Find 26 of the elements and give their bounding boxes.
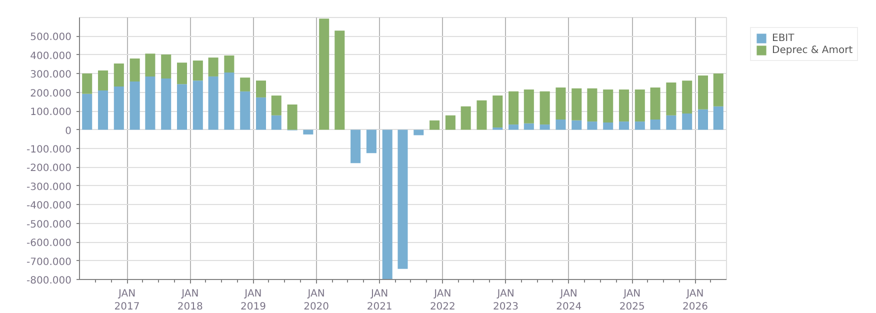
x-tick-label: JAN 2020: [304, 288, 330, 313]
y-tick-label: -100.000: [26, 144, 72, 156]
y-tick-label: 100.000: [30, 107, 72, 118]
y-tick-label: -600.000: [26, 238, 72, 250]
x-tick-label: JAN 2026: [682, 288, 708, 313]
y-tick-label: -800.000: [26, 276, 72, 286]
x-tick-label: JAN 2023: [493, 288, 518, 313]
y-tick-label: 500.000: [30, 32, 72, 44]
x-tick-label: JAN 2024: [556, 288, 582, 313]
x-tick-label: JAN 2017: [114, 288, 140, 313]
y-tick-label: -700.000: [26, 256, 72, 268]
y-tick-label: 200.000: [30, 88, 72, 100]
y-tick-label: -400.000: [26, 200, 72, 212]
legend-label: EBIT: [772, 32, 794, 44]
y-tick-label: 0: [65, 126, 72, 137]
y-tick-label: -500.000: [26, 219, 72, 230]
y-tick-label: -200.000: [26, 163, 72, 174]
x-tick-label: JAN 2022: [430, 288, 456, 313]
y-tick-label: 300.000: [30, 70, 72, 81]
y-tick-label: 400.000: [30, 50, 72, 62]
y-tick-label: -300.000: [26, 182, 72, 193]
x-tick-label: JAN 2019: [240, 288, 266, 313]
legend-label: Deprec & Amort: [772, 44, 853, 56]
x-tick-label: JAN 2018: [177, 288, 203, 313]
x-tick-label: JAN 2025: [619, 288, 645, 313]
x-tick-label: JAN 2021: [366, 288, 392, 313]
